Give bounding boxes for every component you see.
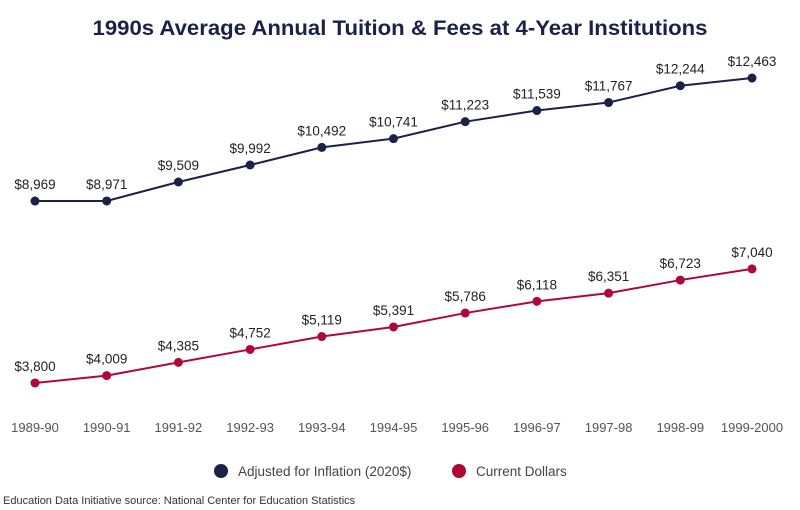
x-tick-label: 1993-94	[298, 420, 346, 435]
legend-marker-current	[452, 464, 466, 478]
legend-label-adjusted: Adjusted for Inflation (2020$)	[238, 464, 411, 479]
data-label: $5,391	[373, 303, 414, 318]
data-label: $6,723	[660, 256, 701, 271]
data-point	[389, 134, 398, 144]
data-point	[675, 275, 685, 285]
x-tick-label: 1990-91	[83, 420, 131, 435]
x-tick-label: 1999-2000	[721, 420, 783, 435]
data-label: $8,969	[14, 177, 55, 192]
data-label: $4,009	[86, 352, 127, 367]
data-label: $12,244	[656, 62, 705, 77]
data-point	[532, 106, 542, 116]
legend-marker-adjusted	[214, 464, 228, 478]
data-point	[102, 196, 112, 206]
data-point	[245, 160, 255, 170]
x-tick-label: 1998-99	[656, 420, 704, 435]
data-point	[604, 288, 614, 298]
data-point	[317, 142, 327, 152]
x-tick-label: 1997-98	[585, 420, 633, 435]
series-1: $3,800 $4,009 $4,385 $4,752 $5,119 $5,391 $5,7…	[14, 245, 773, 388]
data-point	[460, 117, 470, 127]
data-point	[460, 308, 470, 318]
series-0: $8,969 $8,971 $9,509 $9,992 $10,492 $10,741 $1…	[14, 54, 777, 206]
data-label: $11,539	[513, 87, 561, 102]
data-label: $4,752	[229, 325, 270, 340]
legend-label-current: Current Dollars	[476, 464, 567, 479]
data-point	[30, 196, 40, 206]
data-point	[389, 322, 398, 332]
data-label: $6,351	[588, 269, 629, 284]
data-label: $12,463	[728, 54, 777, 69]
data-point	[173, 177, 183, 187]
data-label: $10,741	[369, 115, 418, 130]
data-label: $5,786	[445, 289, 486, 304]
x-tick-label: 1991-92	[155, 420, 203, 435]
data-point	[747, 264, 757, 274]
source-note: Education Data Initiative source: Nation…	[3, 495, 356, 507]
chart-title: 1990s Average Annual Tuition & Fees at 4…	[93, 17, 708, 40]
legend: Adjusted for Inflation (2020$) Current D…	[214, 464, 567, 479]
data-point	[102, 371, 112, 381]
data-label: $7,040	[731, 245, 772, 260]
data-label: $11,223	[441, 98, 489, 113]
data-label: $11,767	[585, 79, 633, 94]
data-point	[604, 98, 614, 108]
data-point	[317, 332, 327, 342]
data-label: $4,385	[158, 338, 199, 353]
data-label: $9,992	[229, 141, 270, 156]
data-point	[747, 73, 757, 83]
x-tick-label: 1995-96	[441, 420, 489, 435]
data-label: $9,509	[158, 158, 199, 173]
data-label: $8,971	[86, 177, 127, 192]
x-tick-label: 1989-90	[11, 420, 59, 435]
x-tick-label: 1996-97	[513, 420, 561, 435]
data-label: $6,118	[517, 277, 557, 292]
data-point	[245, 344, 255, 354]
x-tick-label: 1992-93	[226, 420, 274, 435]
data-point	[30, 378, 40, 388]
data-point	[173, 357, 183, 367]
data-label: $5,119	[302, 313, 342, 328]
data-label: $3,800	[14, 359, 55, 374]
data-point	[532, 296, 542, 306]
x-tick-label: 1994-95	[370, 420, 418, 435]
data-point	[675, 81, 685, 91]
data-label: $10,492	[297, 123, 346, 138]
